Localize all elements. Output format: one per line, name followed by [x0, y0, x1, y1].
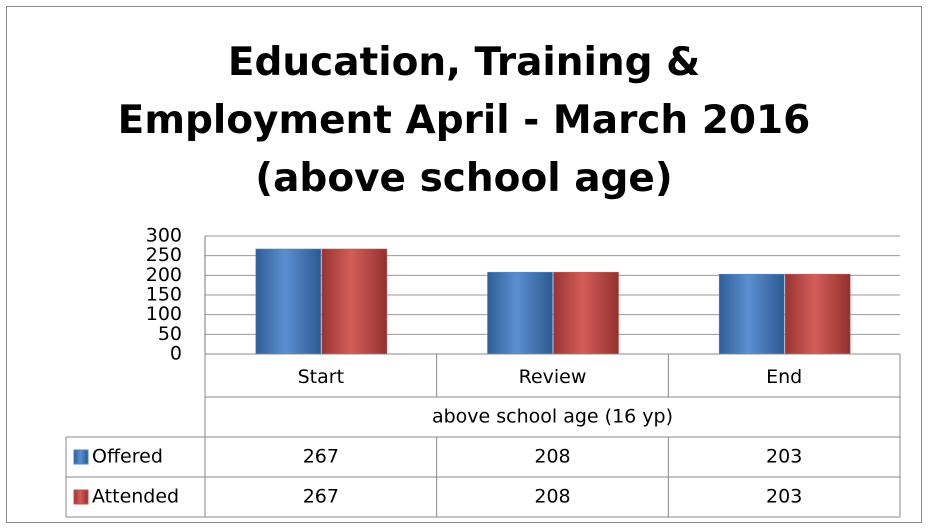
legend-label: Offered: [92, 446, 163, 468]
y-tick-label: 200: [146, 264, 182, 286]
y-tick-label: 0: [170, 343, 182, 365]
bar: [718, 273, 785, 355]
y-tick-label: 250: [146, 244, 182, 266]
legend-swatch: [73, 489, 89, 505]
table-value: 203: [766, 486, 802, 508]
y-tick-label: 50: [158, 323, 182, 345]
bar: [255, 248, 322, 355]
table-value: 203: [766, 446, 802, 468]
y-tick-label: 100: [146, 303, 182, 325]
y-tick-label: 300: [146, 225, 182, 247]
category-group-label: above school age (16 yp): [432, 406, 673, 428]
bar: [321, 248, 388, 355]
bar: [487, 271, 553, 355]
x-tick-label: End: [766, 366, 802, 388]
bar: [784, 273, 851, 355]
chart-title: Education, Training & Employment April -…: [117, 40, 811, 201]
legend-label: Attended: [92, 486, 179, 508]
x-tick-label: Review: [519, 366, 587, 388]
x-tick-label: Start: [298, 366, 344, 388]
table-value: 208: [534, 446, 570, 468]
legend-swatch: [73, 449, 89, 465]
bar: [553, 271, 619, 355]
table-value: 208: [534, 486, 570, 508]
y-tick-label: 150: [146, 284, 182, 306]
table-value: 267: [303, 486, 339, 508]
table-value: 267: [303, 446, 339, 468]
